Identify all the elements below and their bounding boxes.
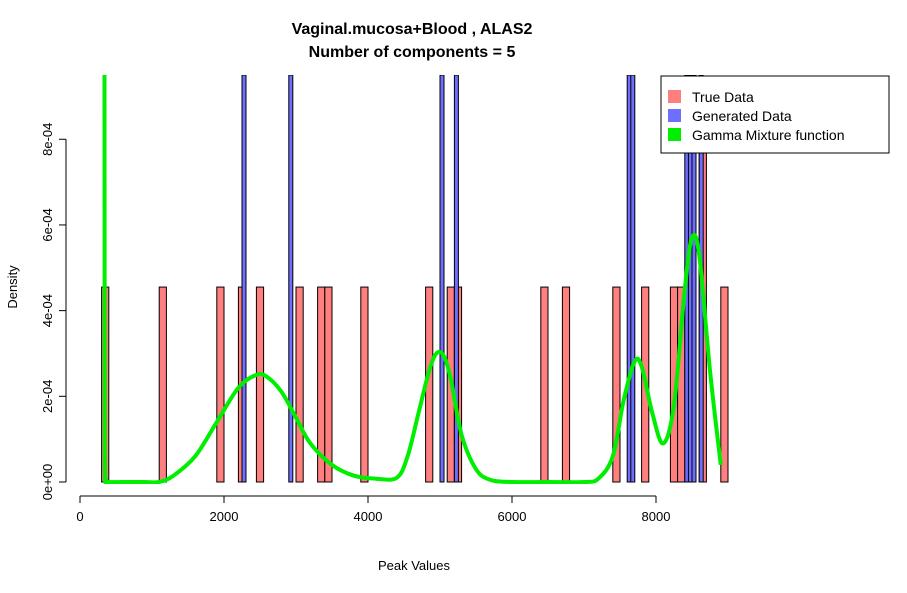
legend-box bbox=[660, 75, 890, 154]
generated-data-bar bbox=[241, 75, 247, 483]
generated-data-bar bbox=[453, 75, 459, 483]
x-axis-label: Peak Values bbox=[378, 558, 451, 573]
true-data-bar bbox=[612, 286, 621, 483]
legend-label: Generated Data bbox=[692, 108, 792, 124]
generated-data-bar bbox=[630, 75, 636, 483]
x-tick-label: 8000 bbox=[642, 509, 671, 524]
true-data-bar bbox=[360, 286, 369, 483]
y-tick-label: 8e-04 bbox=[40, 123, 55, 156]
true-data-bar bbox=[561, 286, 571, 483]
true-data-bar bbox=[295, 286, 304, 483]
y-tick-label: 6e-04 bbox=[40, 208, 55, 241]
legend-swatch bbox=[668, 109, 681, 122]
true-data-bar bbox=[158, 286, 167, 483]
true-data-bar bbox=[324, 286, 333, 483]
true-data-bar bbox=[720, 286, 729, 483]
plot-area bbox=[101, 75, 729, 484]
generated-data-bar bbox=[691, 75, 697, 483]
y-tick-label: 4e-04 bbox=[40, 294, 55, 327]
legend: True Data Generated Data Gamma Mixture fun… bbox=[660, 75, 890, 154]
x-tick-label: 4000 bbox=[354, 509, 383, 524]
x-tick-label: 2000 bbox=[210, 509, 239, 524]
x-tick-label: 6000 bbox=[498, 509, 527, 524]
chart-title: Vaginal.mucosa+Blood , ALAS2 bbox=[292, 21, 533, 38]
legend-label: True Data bbox=[692, 89, 754, 105]
y-tick-label: 2e-04 bbox=[40, 380, 55, 413]
y-axis-label: Density bbox=[5, 265, 20, 309]
legend-swatch bbox=[668, 128, 681, 141]
true-data-bar bbox=[255, 286, 265, 483]
true-data-bar bbox=[540, 286, 549, 483]
x-tick-label: 0 bbox=[76, 509, 83, 524]
chart-subtitle: Number of components = 5 bbox=[309, 44, 516, 61]
gamma-mixture-line bbox=[102, 75, 723, 484]
legend-swatch bbox=[668, 90, 681, 103]
generated-data-bar bbox=[439, 75, 445, 483]
y-axis: 0e+00 2e-04 4e-04 6e-04 8e-04 bbox=[40, 123, 67, 501]
generated-data-bar bbox=[288, 75, 294, 483]
y-tick-label: 0e+00 bbox=[40, 464, 55, 501]
legend-label: Gamma Mixture function bbox=[692, 127, 845, 143]
x-axis: 0 2000 4000 6000 8000 bbox=[76, 495, 671, 524]
true-data-bar bbox=[216, 286, 225, 483]
